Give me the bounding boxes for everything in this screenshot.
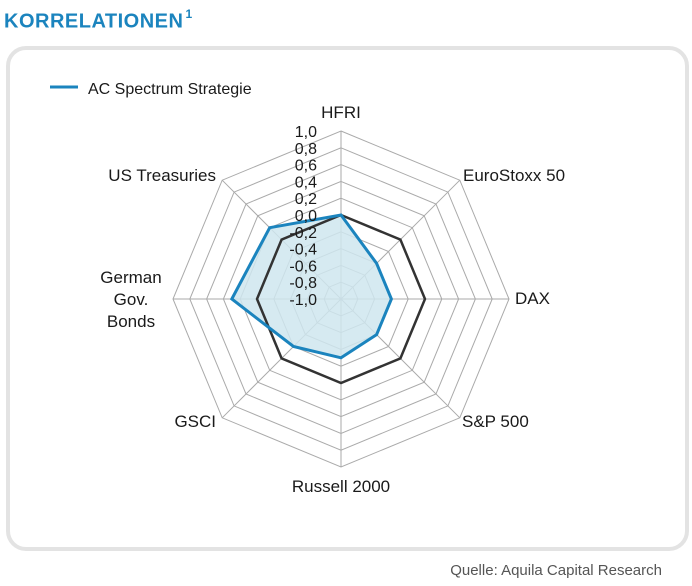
radial-tick-label: 0,6 [295, 158, 317, 175]
series-line-reference [255, 213, 427, 385]
series-area-ac-spectrum [231, 215, 392, 358]
category-label: Russell 2000 [292, 477, 390, 496]
title-text: KORRELATIONEN [4, 10, 184, 33]
page-title: KORRELATIONEN 1 [4, 7, 193, 34]
radial-tick-label: 0,4 [295, 174, 317, 191]
radial-tick-label: -0,4 [289, 242, 317, 259]
category-label: HFRI [321, 103, 361, 122]
radial-tick-label: 0,8 [295, 141, 317, 158]
radial-tick-label: -0,2 [289, 225, 317, 242]
radial-tick-label: 0,2 [295, 191, 317, 208]
category-label: GSCI [174, 412, 216, 431]
radial-tick-label: -0,6 [289, 258, 317, 275]
category-labels: HFRI EuroStoxx 50 DAX S&P 500 Russell 2000 GS… [100, 103, 565, 496]
category-label: EuroStoxx 50 [463, 166, 565, 185]
radial-tick-label: -0,8 [289, 275, 317, 292]
radial-tick-label: 1,0 [295, 124, 317, 141]
category-label: S&P 500 [462, 412, 529, 431]
legend: AC Spectrum Strategie [50, 81, 252, 98]
series-line-ac-spectrum [229, 213, 394, 360]
footnote-marker: 1 [185, 7, 193, 21]
radial-tick-label: -1,0 [289, 292, 317, 309]
category-label: German Gov. Bonds [100, 268, 161, 331]
radial-tick-label: 0,0 [295, 208, 317, 225]
legend-label: AC Spectrum Strategie [88, 81, 252, 98]
category-label: DAX [515, 289, 550, 308]
category-label: US Treasuries [108, 166, 216, 185]
radial-tick-labels: -1,0-0,8-0,6-0,4-0,20,00,20,40,60,81,0 [289, 124, 317, 309]
source-note: Quelle: Aquila Capital Research [450, 562, 662, 579]
radar-series [229, 213, 427, 385]
